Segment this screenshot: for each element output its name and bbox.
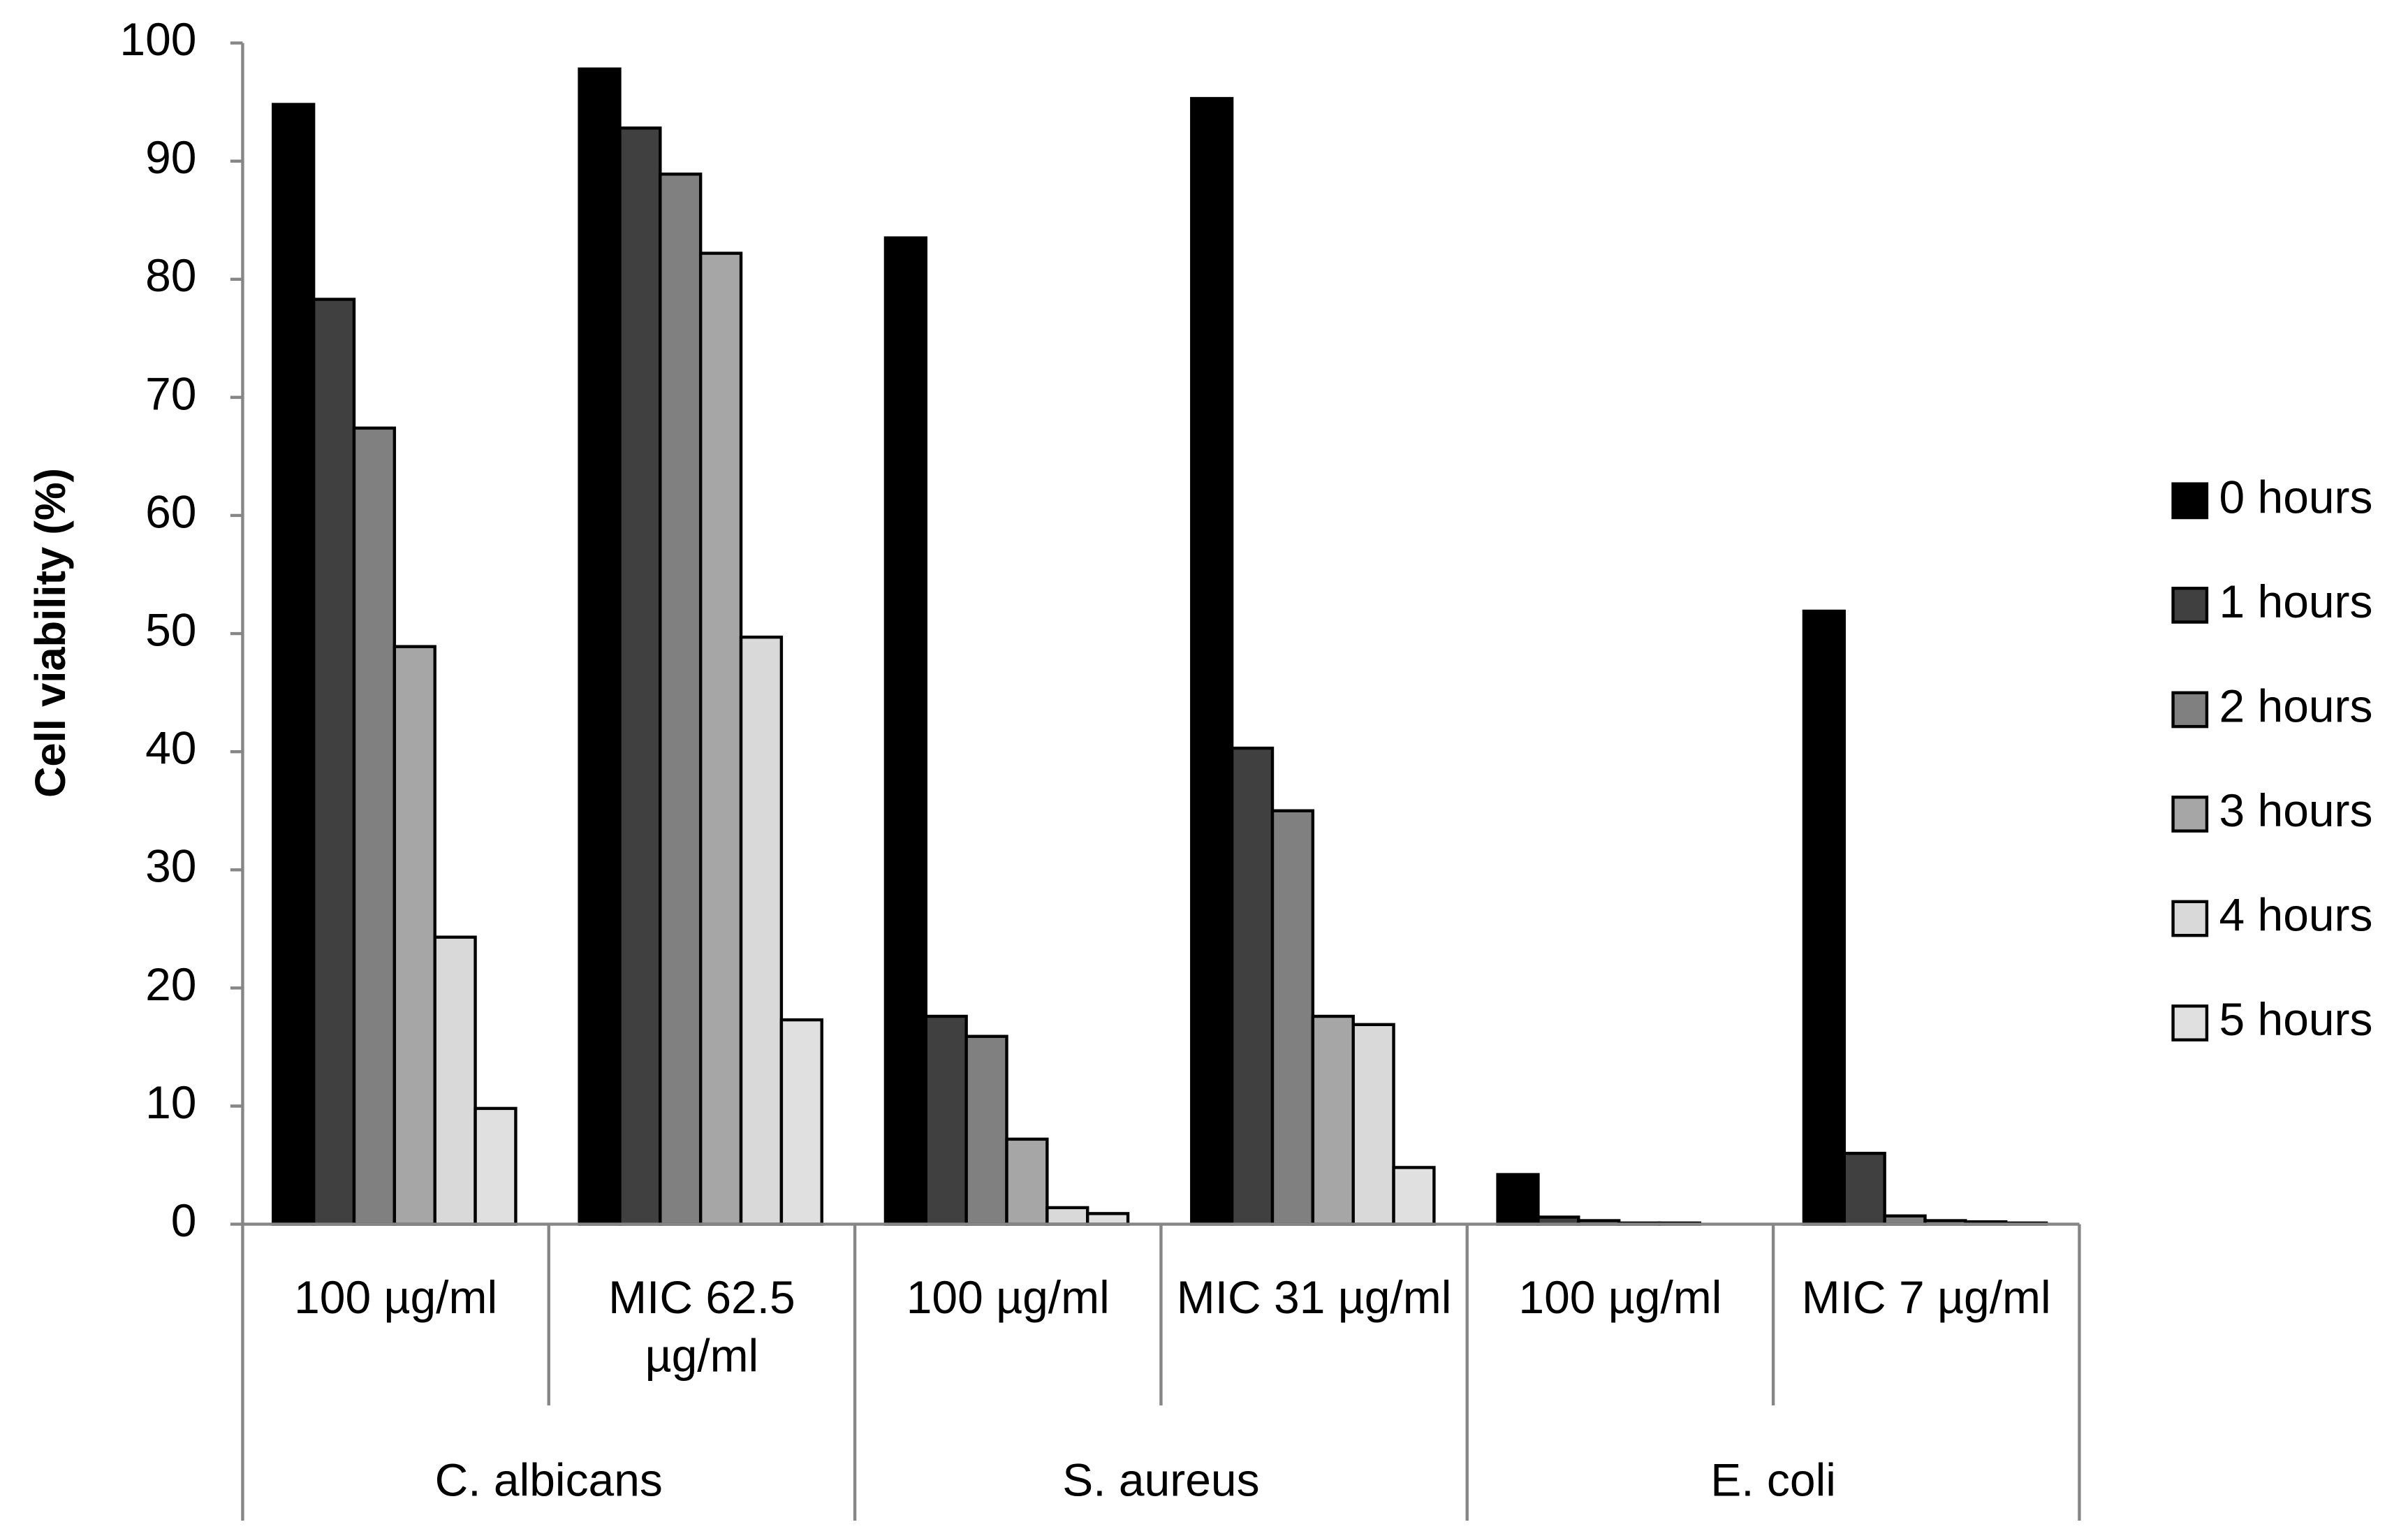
bar bbox=[1190, 96, 1234, 1226]
bar bbox=[352, 426, 397, 1226]
legend-swatch bbox=[2171, 900, 2209, 937]
x-tick-label: MIC 7 µg/ml bbox=[1801, 1273, 2051, 1324]
bar bbox=[392, 645, 436, 1226]
x-tick-label: 100 µg/ml bbox=[294, 1273, 498, 1324]
x-tick-label-box: MIC 7 µg/ml bbox=[1801, 1273, 2051, 1324]
legend-swatch bbox=[2171, 796, 2209, 833]
x-tick-label-box: 100 µg/ml bbox=[294, 1273, 498, 1324]
legend-label: 4 hours bbox=[2219, 888, 2373, 940]
y-tick-label: 70 bbox=[145, 367, 196, 419]
legend-label: 2 hours bbox=[2219, 680, 2373, 731]
bar bbox=[659, 173, 703, 1226]
bar bbox=[618, 126, 662, 1226]
bar bbox=[739, 635, 784, 1226]
bar bbox=[1842, 1151, 1886, 1226]
x-tick-label: MIC 62.5 µg/ml bbox=[608, 1273, 795, 1383]
bar bbox=[473, 1106, 517, 1226]
y-tick-label: 50 bbox=[145, 604, 196, 656]
bar bbox=[1802, 609, 1846, 1226]
bar bbox=[1045, 1206, 1089, 1226]
y-tick-label: 100 bbox=[119, 13, 196, 65]
group-label: S. aureus bbox=[1062, 1454, 1259, 1506]
x-tick-label-box: 100 µg/ml bbox=[906, 1273, 1110, 1324]
legend-label: 5 hours bbox=[2219, 993, 2373, 1045]
bar bbox=[1392, 1166, 1436, 1226]
y-axis-label: Cell viability (%) bbox=[27, 468, 75, 798]
y-tick-label: 10 bbox=[145, 1076, 196, 1128]
legend-label: 1 hours bbox=[2219, 576, 2373, 627]
bar bbox=[433, 935, 477, 1226]
legend-swatch bbox=[2171, 587, 2209, 624]
legend-label: 3 hours bbox=[2219, 784, 2373, 836]
x-tick-label-box: MIC 62.5 µg/ml bbox=[608, 1273, 795, 1383]
x-tick-label-box: 100 µg/ml bbox=[1518, 1273, 1722, 1324]
group-label: C. albicans bbox=[435, 1454, 663, 1506]
bar bbox=[1311, 1014, 1355, 1226]
legend-label: 0 hours bbox=[2219, 471, 2373, 522]
y-tick-label: 40 bbox=[145, 722, 196, 774]
y-tick-label: 0 bbox=[171, 1194, 197, 1246]
bar bbox=[1005, 1137, 1049, 1226]
bar bbox=[578, 67, 622, 1226]
bar bbox=[698, 251, 743, 1226]
bar bbox=[1351, 1023, 1395, 1226]
bar bbox=[272, 103, 316, 1226]
bar bbox=[1230, 746, 1275, 1226]
bar bbox=[964, 1034, 1008, 1226]
group-label: E. coli bbox=[1710, 1454, 1836, 1506]
legend-swatch bbox=[2171, 482, 2209, 520]
y-tick-label: 60 bbox=[145, 485, 196, 537]
legend-swatch bbox=[2171, 691, 2209, 729]
bar bbox=[779, 1018, 823, 1226]
y-tick-label: 90 bbox=[145, 131, 196, 183]
x-tick-label: 100 µg/ml bbox=[906, 1273, 1110, 1324]
y-tick-label: 20 bbox=[145, 958, 196, 1010]
bar bbox=[1086, 1212, 1130, 1226]
legend-swatch bbox=[2171, 1004, 2209, 1041]
x-tick-label: MIC 31 µg/ml bbox=[1176, 1273, 1452, 1324]
bar bbox=[1270, 809, 1315, 1226]
y-tick-label: 80 bbox=[145, 249, 196, 301]
x-tick-label-box: MIC 31 µg/ml bbox=[1176, 1273, 1452, 1324]
x-tick-label: 100 µg/ml bbox=[1518, 1273, 1722, 1324]
bar bbox=[883, 236, 927, 1226]
y-tick-label: 30 bbox=[145, 840, 196, 892]
bar bbox=[311, 298, 356, 1226]
bar bbox=[924, 1014, 968, 1226]
bar bbox=[1496, 1173, 1540, 1226]
